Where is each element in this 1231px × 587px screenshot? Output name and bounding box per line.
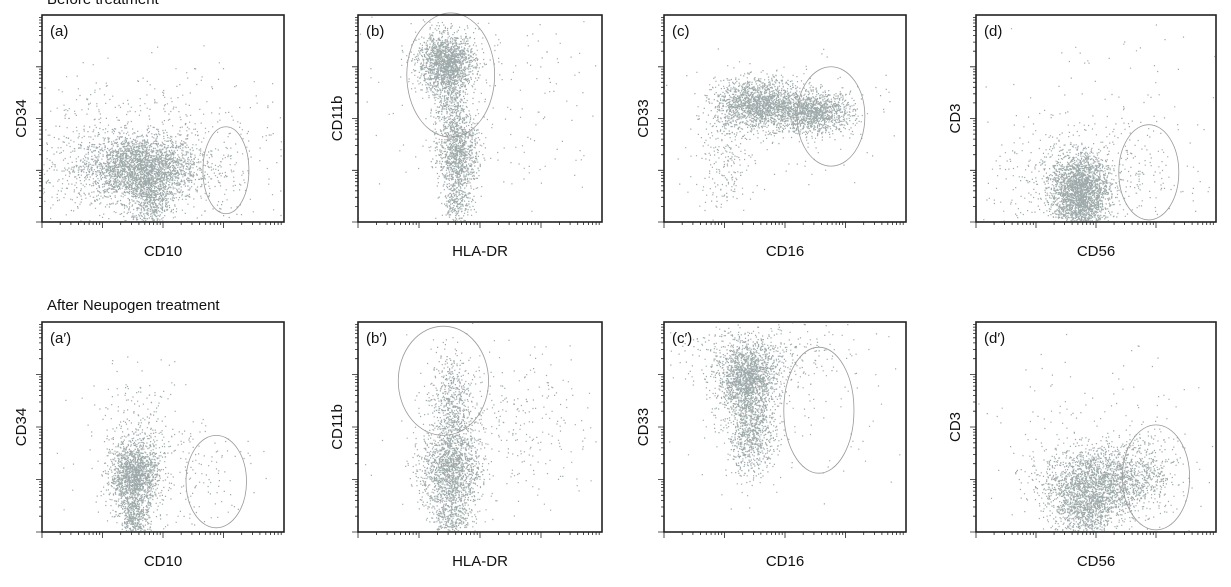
gate-circle [185, 434, 247, 529]
y-axis-label: CD3 [947, 103, 964, 133]
axis-ticks [36, 17, 282, 228]
x-axis-label: CD16 [766, 553, 804, 570]
section-title-before: Before treatment [47, 0, 159, 8]
scatter-panel-c: (c) CD16 CD33 [635, 14, 907, 260]
panel-label: (c) [672, 23, 690, 40]
axis-ticks [658, 17, 904, 228]
scatter-points-d-prime [978, 333, 1214, 531]
section-title-after: After Neupogen treatment [47, 297, 220, 314]
panel-label: (b′) [366, 330, 387, 347]
x-axis-label: HLA-DR [452, 243, 508, 260]
plot-frame [975, 14, 1217, 223]
x-axis-label: CD56 [1077, 553, 1115, 570]
y-axis-label: CD11b [329, 404, 346, 450]
axis-ticks [352, 324, 600, 538]
scatter-panel-a: (a) CD10 CD34 [13, 14, 285, 260]
panel-label: (d′) [984, 330, 1005, 347]
scatter-points-c [666, 48, 895, 221]
scatter-panel-a-prime: (a′) CD10 CD34 [13, 321, 285, 570]
scatter-panel-d-prime: (d′) CD56 CD3 [947, 321, 1217, 570]
plot-frame [357, 14, 603, 223]
panel-label: (c′) [672, 330, 692, 347]
x-axis-label: HLA-DR [452, 553, 508, 570]
scatter-panel-d: (d) CD56 CD3 [947, 14, 1217, 260]
scatter-panel-b: (b) HLA-DR CD11b [329, 12, 603, 260]
x-axis-label: CD16 [766, 243, 804, 260]
y-axis-label: CD11b [329, 96, 346, 142]
gate-circle [397, 325, 489, 436]
panel-label: (a′) [50, 330, 71, 347]
plot-frame [357, 321, 603, 533]
y-axis-label: CD34 [13, 99, 30, 137]
x-axis-label: CD56 [1077, 243, 1115, 260]
axis-ticks [36, 324, 282, 538]
data-points [365, 323, 597, 531]
axis-ticks [970, 17, 1214, 228]
data-points [666, 48, 895, 221]
data-points [43, 45, 282, 221]
panel-label: (b) [366, 23, 384, 40]
y-axis-label: CD3 [947, 412, 964, 442]
gate-circle [796, 66, 866, 167]
data-points [983, 24, 1215, 221]
panel-label: (a) [50, 23, 68, 40]
gate-circle [783, 346, 855, 474]
scatter-points-a-prime [56, 356, 267, 531]
axis-ticks [352, 17, 600, 228]
data-points [978, 333, 1214, 531]
y-axis-label: CD33 [635, 99, 652, 137]
y-axis-label: CD34 [13, 408, 30, 446]
y-axis-label: CD33 [635, 408, 652, 446]
scatter-panel-c-prime: (c′) CD16 CD33 [635, 321, 907, 570]
x-axis-label: CD10 [144, 553, 182, 570]
scatter-points-b-prime [365, 323, 597, 531]
gate-circle [1118, 124, 1180, 221]
gate-circle [1122, 424, 1191, 531]
panel-label: (d) [984, 23, 1002, 40]
data-points [56, 356, 267, 531]
scatter-panel-b-prime: (b′) HLA-DR CD11b [329, 321, 603, 570]
scatter-points-a [43, 45, 282, 221]
axis-ticks [970, 324, 1214, 538]
data-points [669, 323, 901, 510]
axis-ticks [658, 324, 904, 538]
scatter-points-d [983, 24, 1215, 221]
gate-circle [406, 12, 496, 138]
gate-circle [202, 126, 250, 215]
scatter-points-c-prime [669, 323, 901, 510]
x-axis-label: CD10 [144, 243, 182, 260]
